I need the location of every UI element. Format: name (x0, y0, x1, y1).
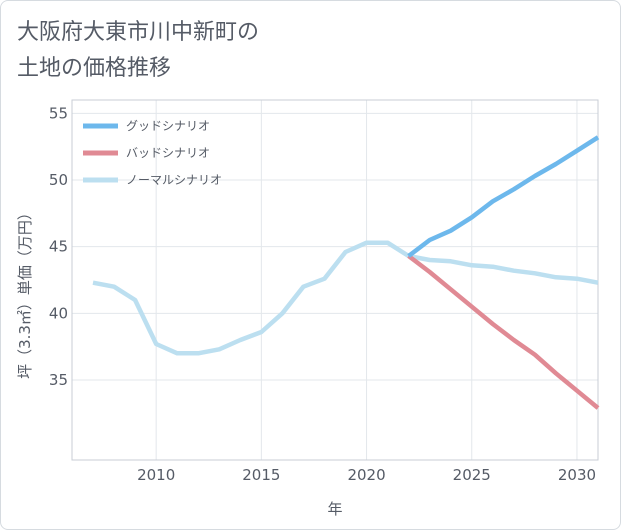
plot-area-border (71, 99, 599, 461)
y-axis-title: 坪（3.3㎡）単価（万円） (16, 205, 34, 379)
series-lines (92, 135, 600, 410)
legend-label: グッドシナリオ (126, 119, 210, 133)
y-tick-label: 45 (49, 238, 68, 256)
chart-title-line2: 土地の価格推移 (17, 56, 172, 81)
legend-label: ノーマルシナリオ (126, 173, 222, 187)
y-tick-label: 40 (49, 304, 68, 322)
x-axis-ticks: 2010 2015 2020 2025 2030 (137, 466, 596, 484)
grid-lines (72, 100, 598, 460)
chart-title-line1: 大阪府大東市川中新町の (17, 20, 260, 45)
x-tick-label: 2025 (453, 466, 491, 484)
series-line (407, 254, 600, 410)
y-axis-ticks: 35 40 45 50 55 (49, 104, 68, 389)
x-axis-title: 年 (327, 500, 342, 518)
y-tick-label: 35 (49, 371, 68, 389)
legend-label: バッドシナリオ (126, 146, 210, 160)
series-line (92, 240, 599, 356)
chart-title: 大阪府大東市川中新町の 土地の価格推移 (17, 15, 259, 87)
y-tick-label: 50 (49, 171, 68, 189)
x-tick-label: 2020 (347, 466, 385, 484)
series-line (407, 135, 600, 258)
x-tick-label: 2030 (558, 466, 596, 484)
x-tick-label: 2010 (137, 466, 175, 484)
x-tick-label: 2015 (242, 466, 280, 484)
y-tick-label: 55 (49, 104, 68, 122)
